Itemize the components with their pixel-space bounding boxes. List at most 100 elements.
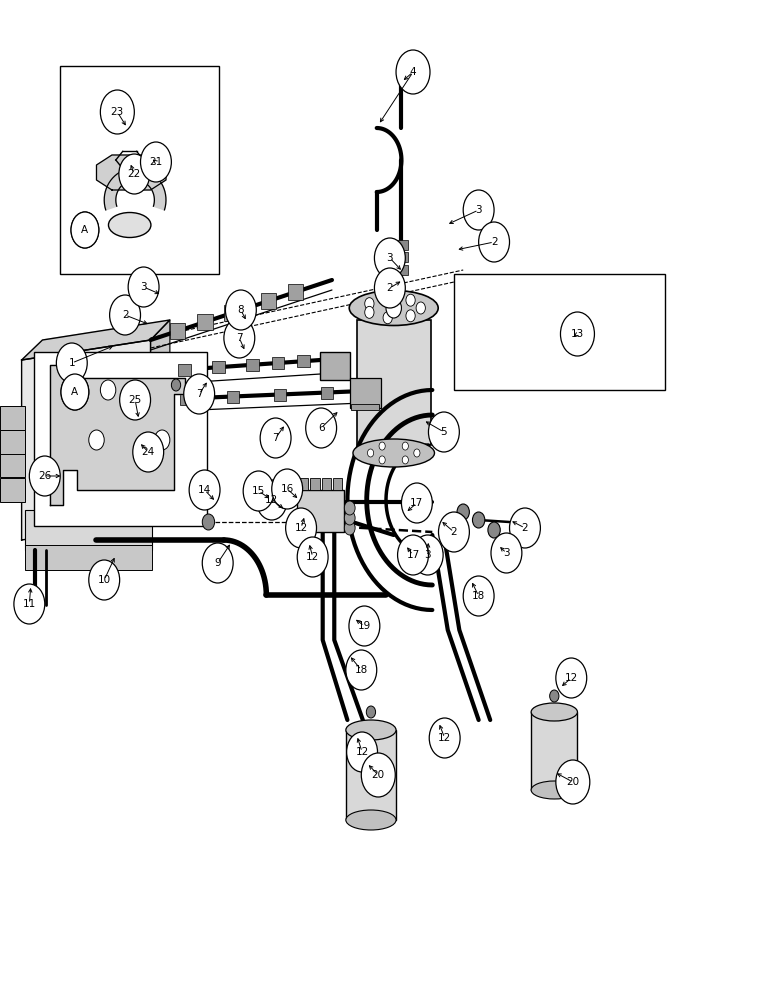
Text: 15: 15	[252, 486, 266, 496]
Text: A: A	[82, 225, 88, 235]
Text: 17: 17	[410, 498, 424, 508]
Circle shape	[95, 392, 113, 416]
Bar	[297, 355, 310, 367]
Text: 3: 3	[425, 550, 431, 560]
Circle shape	[61, 374, 89, 410]
Text: 18: 18	[472, 591, 486, 601]
Circle shape	[128, 267, 159, 307]
Bar	[454, 274, 665, 390]
Circle shape	[184, 374, 215, 414]
Circle shape	[141, 142, 171, 182]
Circle shape	[401, 483, 432, 523]
Text: 2: 2	[522, 523, 528, 533]
Circle shape	[479, 222, 510, 262]
Text: 26: 26	[38, 471, 52, 481]
Circle shape	[364, 306, 374, 318]
Circle shape	[374, 268, 405, 308]
Bar	[225, 305, 240, 321]
Bar	[227, 391, 239, 403]
Text: 14: 14	[198, 485, 212, 495]
Circle shape	[71, 212, 99, 248]
Circle shape	[49, 398, 67, 422]
Circle shape	[412, 535, 443, 575]
Bar	[261, 293, 276, 309]
Circle shape	[406, 310, 415, 322]
Bar	[274, 388, 286, 400]
Text: 4: 4	[410, 67, 416, 77]
Circle shape	[406, 294, 415, 306]
Text: 21: 21	[149, 157, 163, 167]
Ellipse shape	[531, 781, 577, 799]
Circle shape	[72, 395, 90, 419]
Circle shape	[306, 408, 337, 448]
Text: 2: 2	[451, 527, 457, 537]
Polygon shape	[22, 320, 170, 360]
Bar	[212, 361, 225, 373]
Bar	[246, 359, 259, 371]
Circle shape	[429, 718, 460, 758]
Bar	[178, 364, 191, 376]
Ellipse shape	[346, 810, 396, 830]
Circle shape	[260, 418, 291, 458]
Circle shape	[89, 560, 120, 600]
Text: 20: 20	[566, 777, 580, 787]
Circle shape	[428, 412, 459, 452]
Polygon shape	[50, 365, 185, 505]
Circle shape	[171, 379, 181, 391]
Circle shape	[347, 732, 378, 772]
Circle shape	[110, 295, 141, 335]
Bar	[321, 387, 334, 399]
Circle shape	[457, 504, 469, 520]
Ellipse shape	[349, 290, 438, 326]
Text: 5: 5	[441, 427, 447, 437]
Bar	[320, 352, 350, 380]
Text: 2: 2	[387, 283, 393, 293]
Bar	[350, 378, 381, 408]
Bar	[531, 712, 577, 790]
Circle shape	[71, 212, 99, 248]
Circle shape	[56, 343, 87, 383]
Text: 3: 3	[387, 253, 393, 263]
Polygon shape	[96, 155, 166, 190]
Circle shape	[29, 456, 60, 496]
Text: 12: 12	[564, 673, 578, 683]
Text: 2: 2	[122, 310, 128, 320]
Ellipse shape	[346, 720, 396, 740]
Text: 16: 16	[280, 484, 294, 494]
Circle shape	[379, 442, 385, 450]
Text: A: A	[81, 225, 89, 235]
Circle shape	[344, 521, 355, 535]
Bar	[0, 453, 25, 477]
Circle shape	[556, 658, 587, 698]
Text: 12: 12	[294, 523, 308, 533]
Circle shape	[344, 511, 355, 525]
Circle shape	[414, 449, 420, 457]
Circle shape	[366, 706, 375, 718]
Polygon shape	[151, 320, 170, 520]
Bar	[351, 404, 379, 410]
Circle shape	[402, 442, 408, 450]
Bar	[288, 284, 303, 300]
Text: 2: 2	[491, 237, 497, 247]
Bar	[0, 406, 25, 430]
Circle shape	[361, 753, 395, 797]
Text: 8: 8	[238, 305, 244, 315]
Circle shape	[383, 292, 392, 304]
Text: 3: 3	[503, 548, 510, 558]
Circle shape	[491, 533, 522, 573]
Circle shape	[49, 368, 67, 392]
Circle shape	[61, 374, 89, 410]
Circle shape	[95, 360, 113, 384]
Circle shape	[550, 690, 559, 702]
Bar	[60, 66, 219, 274]
Ellipse shape	[108, 213, 151, 237]
Circle shape	[364, 298, 374, 310]
Circle shape	[224, 318, 255, 358]
Circle shape	[367, 449, 374, 457]
Circle shape	[120, 380, 151, 420]
Circle shape	[379, 456, 385, 464]
Circle shape	[346, 650, 377, 690]
Circle shape	[286, 508, 317, 548]
Bar	[299, 478, 308, 490]
Circle shape	[383, 312, 392, 324]
